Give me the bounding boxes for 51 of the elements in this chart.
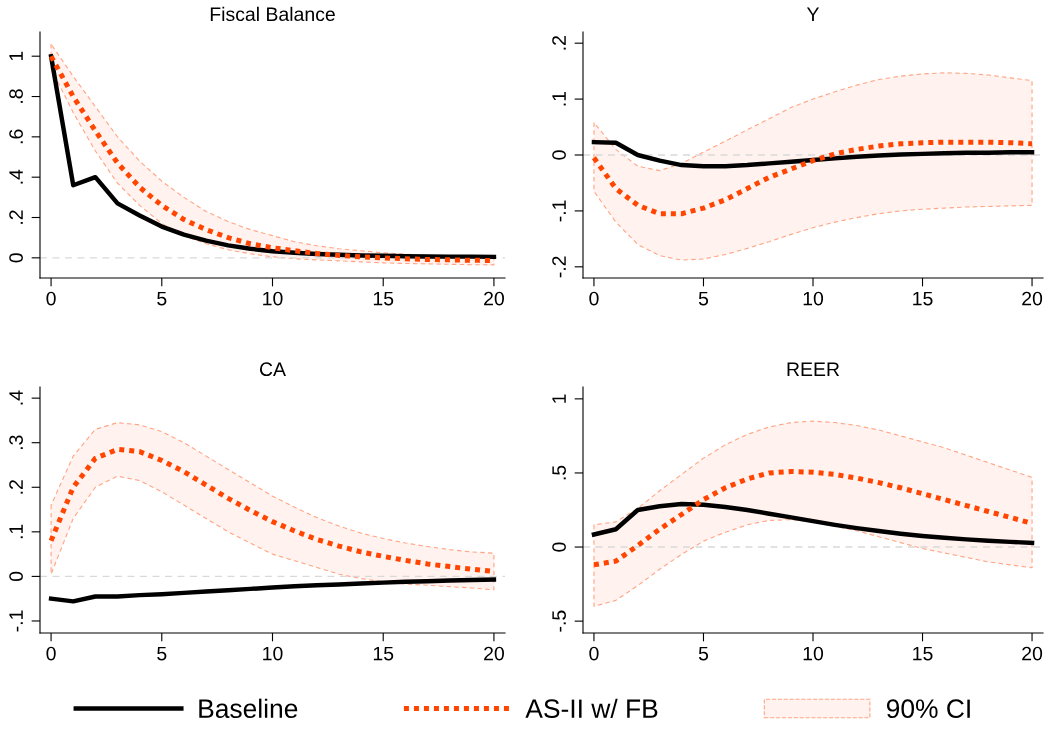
y-tick-label: -.1 <box>9 610 23 632</box>
x-tick-label: 10 <box>803 291 824 306</box>
x-tick-label: 5 <box>698 291 709 306</box>
y-tick-label: 1 <box>552 394 566 403</box>
y-tick-label: .1 <box>9 524 23 539</box>
chart-title: Y <box>806 7 820 21</box>
legend-label: Baseline <box>199 698 298 719</box>
x-tick-label: 15 <box>373 291 394 306</box>
y-tick-label: .2 <box>9 480 23 494</box>
x-tick-label: 20 <box>484 646 504 661</box>
y-tick-label: 1 <box>9 51 23 61</box>
x-tick-label: 10 <box>263 291 283 306</box>
x-tick-label: 0 <box>589 646 599 661</box>
y-tick-label: -.2 <box>552 256 566 278</box>
y-tick-label: .6 <box>9 129 23 144</box>
x-tick-label: 5 <box>157 646 167 661</box>
x-tick-label: 5 <box>157 291 167 306</box>
x-tick-label: 10 <box>263 646 283 661</box>
x-tick-label: 10 <box>803 646 824 661</box>
x-tick-label: 15 <box>913 291 933 306</box>
x-tick-label: 20 <box>1022 646 1043 661</box>
text: 90% CI <box>886 699 970 719</box>
x-tick-label: 5 <box>698 646 709 661</box>
y-tick-label: .4 <box>9 390 23 405</box>
y-tick-label: 0 <box>9 571 23 582</box>
line-series <box>48 577 497 604</box>
x-tick-label: 0 <box>46 291 56 306</box>
chart-title: CA <box>259 362 286 377</box>
y-tick-label: .2 <box>9 210 23 224</box>
y-tick-label: .8 <box>9 89 23 103</box>
y-tick-label: 0 <box>9 253 23 263</box>
y-tick-label: .3 <box>9 435 23 450</box>
x-tick-label: 20 <box>1022 291 1043 306</box>
y-tick-label: .4 <box>9 169 23 184</box>
chart-title: Fiscal Balance <box>210 6 335 22</box>
legend-label: AS-II w/ FB <box>525 698 658 719</box>
line-series <box>591 139 1035 169</box>
chart-title: REER <box>787 362 840 376</box>
y-tick-label: .1 <box>552 91 566 106</box>
y-tick-label: -.1 <box>552 200 566 222</box>
y-tick-label: .2 <box>552 36 566 50</box>
x-tick-label: 20 <box>484 291 504 306</box>
x-tick-label: 0 <box>46 646 56 661</box>
x-tick-label: 15 <box>373 646 394 661</box>
line-series <box>591 501 1035 546</box>
y-tick-label: 0 <box>552 542 566 552</box>
x-tick-label: 0 <box>589 291 599 306</box>
y-tick-label: -.5 <box>552 610 566 632</box>
x-tick-label: 15 <box>913 646 933 661</box>
y-tick-label: .5 <box>552 465 566 480</box>
y-tick-label: 0 <box>552 150 566 160</box>
